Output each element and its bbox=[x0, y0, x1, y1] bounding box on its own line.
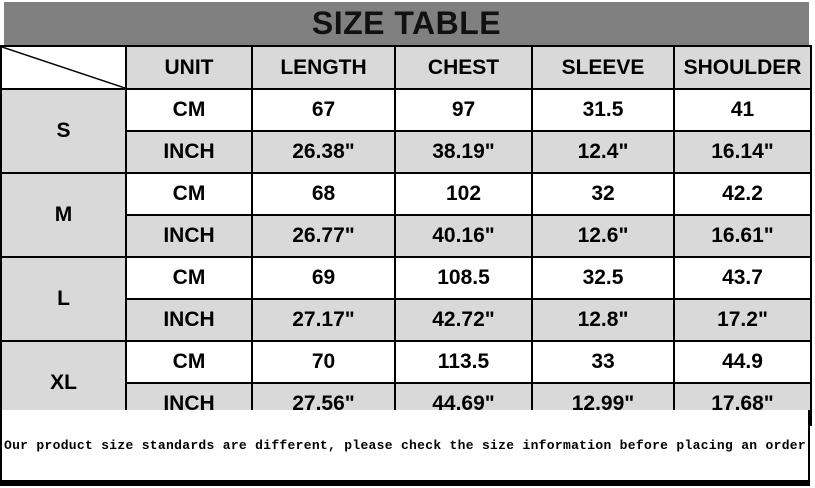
size-label-l: L bbox=[0, 256, 127, 342]
cell-l-inch-length: 27.17" bbox=[251, 298, 396, 342]
unit-label-cm: CM bbox=[125, 256, 253, 300]
cell-s-cm-sleeve: 31.5 bbox=[531, 88, 675, 132]
cell-m-inch-shoulder: 16.61" bbox=[673, 214, 812, 258]
unit-label-inch: INCH bbox=[125, 298, 253, 342]
column-header-length: LENGTH bbox=[251, 45, 396, 90]
cell-m-inch-sleeve: 12.6" bbox=[531, 214, 675, 258]
size-label-m: M bbox=[0, 172, 127, 258]
unit-label-inch: INCH bbox=[125, 130, 253, 174]
cell-l-inch-chest: 42.72" bbox=[394, 298, 533, 342]
table-row-l-cm: L CM 69 108.5 32.5 43.7 bbox=[0, 256, 812, 342]
header-row: UNIT LENGTH CHEST SLEEVE SHOULDER bbox=[0, 45, 812, 90]
table-row-s-cm: S CM 67 97 31.5 41 bbox=[0, 88, 812, 174]
table-row-m-cm: M CM 68 102 32 42.2 bbox=[0, 172, 812, 258]
unit-label-inch: INCH bbox=[125, 214, 253, 258]
cell-s-inch-sleeve: 12.4" bbox=[531, 130, 675, 174]
cell-m-inch-length: 26.77" bbox=[251, 214, 396, 258]
cell-l-cm-length: 69 bbox=[251, 256, 396, 300]
size-label-s: S bbox=[0, 88, 127, 174]
column-header-shoulder: SHOULDER bbox=[673, 45, 812, 90]
cell-l-cm-shoulder: 43.7 bbox=[673, 256, 812, 300]
cell-l-cm-chest: 108.5 bbox=[394, 256, 533, 300]
cell-l-cm-sleeve: 32.5 bbox=[531, 256, 675, 300]
cell-m-cm-shoulder: 42.2 bbox=[673, 172, 812, 216]
footnote-box: Our product size standards are different… bbox=[0, 410, 810, 486]
unit-label-cm: CM bbox=[125, 172, 253, 216]
cell-l-inch-shoulder: 17.2" bbox=[673, 298, 812, 342]
page-title: SIZE TABLE bbox=[311, 5, 502, 41]
cell-s-cm-length: 67 bbox=[251, 88, 396, 132]
unit-label-cm: CM bbox=[125, 88, 253, 132]
column-header-sleeve: SLEEVE bbox=[531, 45, 675, 90]
cell-s-cm-shoulder: 41 bbox=[673, 88, 812, 132]
cell-m-cm-chest: 102 bbox=[394, 172, 533, 216]
cell-xl-cm-shoulder: 44.9 bbox=[673, 340, 812, 384]
cell-s-inch-chest: 38.19" bbox=[394, 130, 533, 174]
cell-xl-cm-length: 70 bbox=[251, 340, 396, 384]
column-header-chest: CHEST bbox=[394, 45, 533, 90]
cell-s-cm-chest: 97 bbox=[394, 88, 533, 132]
column-header-unit: UNIT bbox=[125, 45, 253, 90]
size-table: UNIT LENGTH CHEST SLEEVE SHOULDER S CM 6… bbox=[0, 45, 812, 426]
diagonal-line-icon bbox=[2, 47, 125, 88]
cell-xl-cm-sleeve: 33 bbox=[531, 340, 675, 384]
corner-cell bbox=[0, 45, 127, 90]
table-row-xl-cm: XL CM 70 113.5 33 44.9 bbox=[0, 340, 812, 426]
cell-s-inch-shoulder: 16.14" bbox=[673, 130, 812, 174]
cell-l-inch-sleeve: 12.8" bbox=[531, 298, 675, 342]
cell-m-cm-sleeve: 32 bbox=[531, 172, 675, 216]
cell-xl-cm-chest: 113.5 bbox=[394, 340, 533, 384]
footnote-text: Our product size standards are different… bbox=[3, 437, 807, 453]
table-row-l-inch: INCH 27.17" 42.72" 12.8" 17.2" bbox=[1, 298, 812, 342]
title-banner: SIZE TABLE bbox=[4, 2, 809, 45]
cell-m-cm-length: 68 bbox=[251, 172, 396, 216]
cell-m-inch-chest: 40.16" bbox=[394, 214, 533, 258]
table-row-s-inch: INCH 26.38" 38.19" 12.4" 16.14" bbox=[1, 130, 812, 174]
table-row-m-inch: INCH 26.77" 40.16" 12.6" 16.61" bbox=[1, 214, 812, 258]
cell-s-inch-length: 26.38" bbox=[251, 130, 396, 174]
unit-label-cm: CM bbox=[125, 340, 253, 384]
